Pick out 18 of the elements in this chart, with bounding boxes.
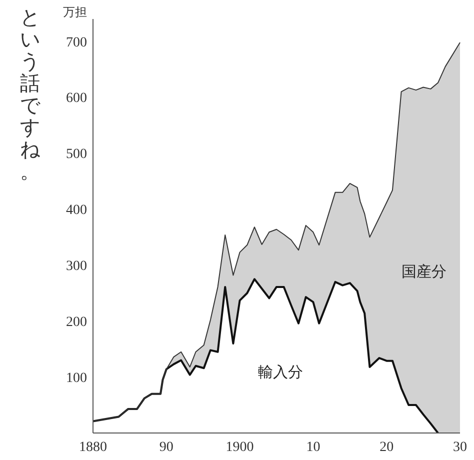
text: 輸入分 <box>258 363 304 382</box>
y-tick-label: 200 <box>66 315 87 330</box>
line-series <box>92 278 439 434</box>
x-tick-label: 1900 <box>226 440 254 455</box>
x-tick-label: 10 <box>306 440 320 455</box>
text: 国産分 <box>401 262 446 280</box>
y-tick-label: 400 <box>66 203 87 218</box>
y-tick-label: 300 <box>66 259 87 274</box>
y-axis-title: 万担 <box>63 5 87 19</box>
text: という話ですね。 <box>20 5 41 183</box>
x-tick-label: 1880 <box>79 440 107 455</box>
y-tick-label: 600 <box>66 91 87 106</box>
x-tick-label: 90 <box>159 440 174 455</box>
y-tick-label: 700 <box>66 35 87 50</box>
y-tick-label: 500 <box>66 147 87 162</box>
x-tick-label: 20 <box>380 440 394 455</box>
y-tick-label: 100 <box>66 370 87 386</box>
x-tick-label: 30 <box>453 440 467 455</box>
